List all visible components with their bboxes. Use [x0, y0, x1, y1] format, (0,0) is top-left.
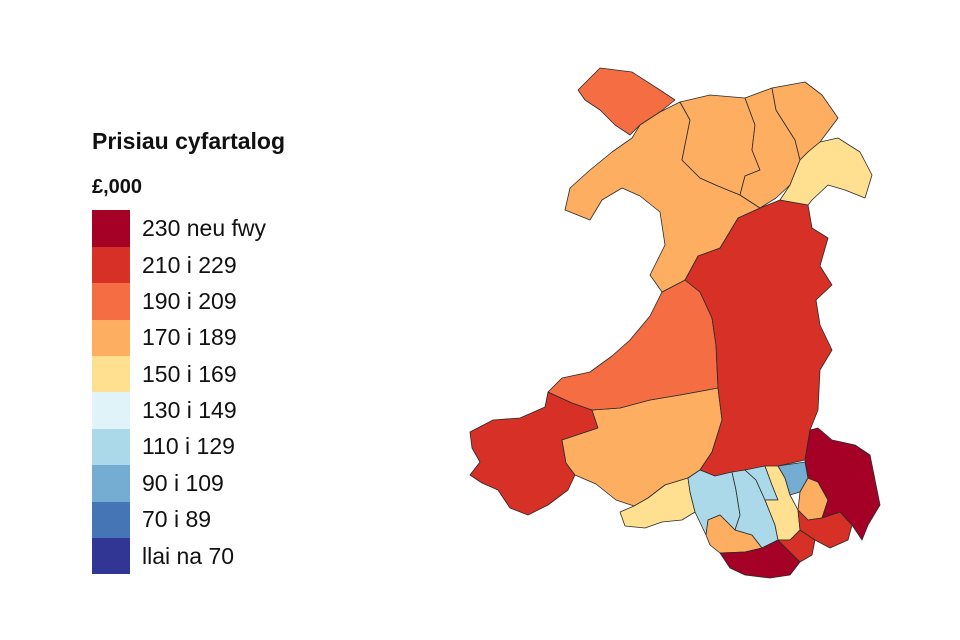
region-monmouthshire [804, 427, 881, 541]
legend-item: 70 i 89 [92, 501, 285, 538]
region-powys [684, 199, 833, 477]
legend-swatch [92, 537, 130, 575]
legend-swatch [92, 283, 130, 320]
legend-list: 230 neu fwy 210 i 229 190 i 209 170 i 189 15… [92, 210, 285, 575]
legend-swatch [92, 356, 130, 393]
legend-swatch [92, 210, 130, 247]
legend-swatch [92, 465, 130, 502]
legend-swatch [92, 319, 130, 356]
legend-item: 230 neu fwy [92, 210, 285, 247]
legend-swatch [92, 428, 130, 466]
region-wrexham [779, 137, 873, 206]
legend-label: llai na 70 [142, 542, 235, 569]
region-ceredigion [547, 279, 719, 411]
legend-label: 230 neu fwy [142, 215, 267, 242]
map-legend: Prisiau cyfartalog £,000 230 neu fwy 210 … [92, 128, 286, 575]
legend-label: 150 i 169 [142, 360, 237, 387]
legend-item: 190 i 209 [92, 283, 285, 320]
legend-item: 130 i 149 [92, 392, 285, 429]
legend-label: 190 i 209 [142, 287, 237, 314]
region-cardiff [777, 529, 816, 563]
legend-label: 70 i 89 [142, 506, 212, 533]
legend-label: 210 i 229 [142, 251, 237, 278]
legend-label: 90 i 109 [142, 469, 224, 496]
legend-item: 150 i 169 [92, 356, 285, 393]
legend-label: 110 i 129 [142, 433, 235, 460]
legend-swatch [92, 501, 130, 538]
legend-item: 90 i 109 [92, 465, 285, 502]
legend-swatch [92, 246, 130, 284]
legend-item: 170 i 189 [92, 319, 285, 356]
legend-swatch [92, 392, 130, 429]
legend-item: llai na 70 [92, 537, 285, 575]
legend-title: Prisiau cyfartalog [92, 128, 286, 154]
legend-item: 110 i 129 [92, 428, 285, 466]
legend-label: 170 i 189 [142, 324, 237, 351]
legend-label: 130 i 149 [142, 397, 237, 424]
legend-unit: £,000 [92, 176, 143, 199]
legend-item: 210 i 229 [92, 246, 285, 284]
